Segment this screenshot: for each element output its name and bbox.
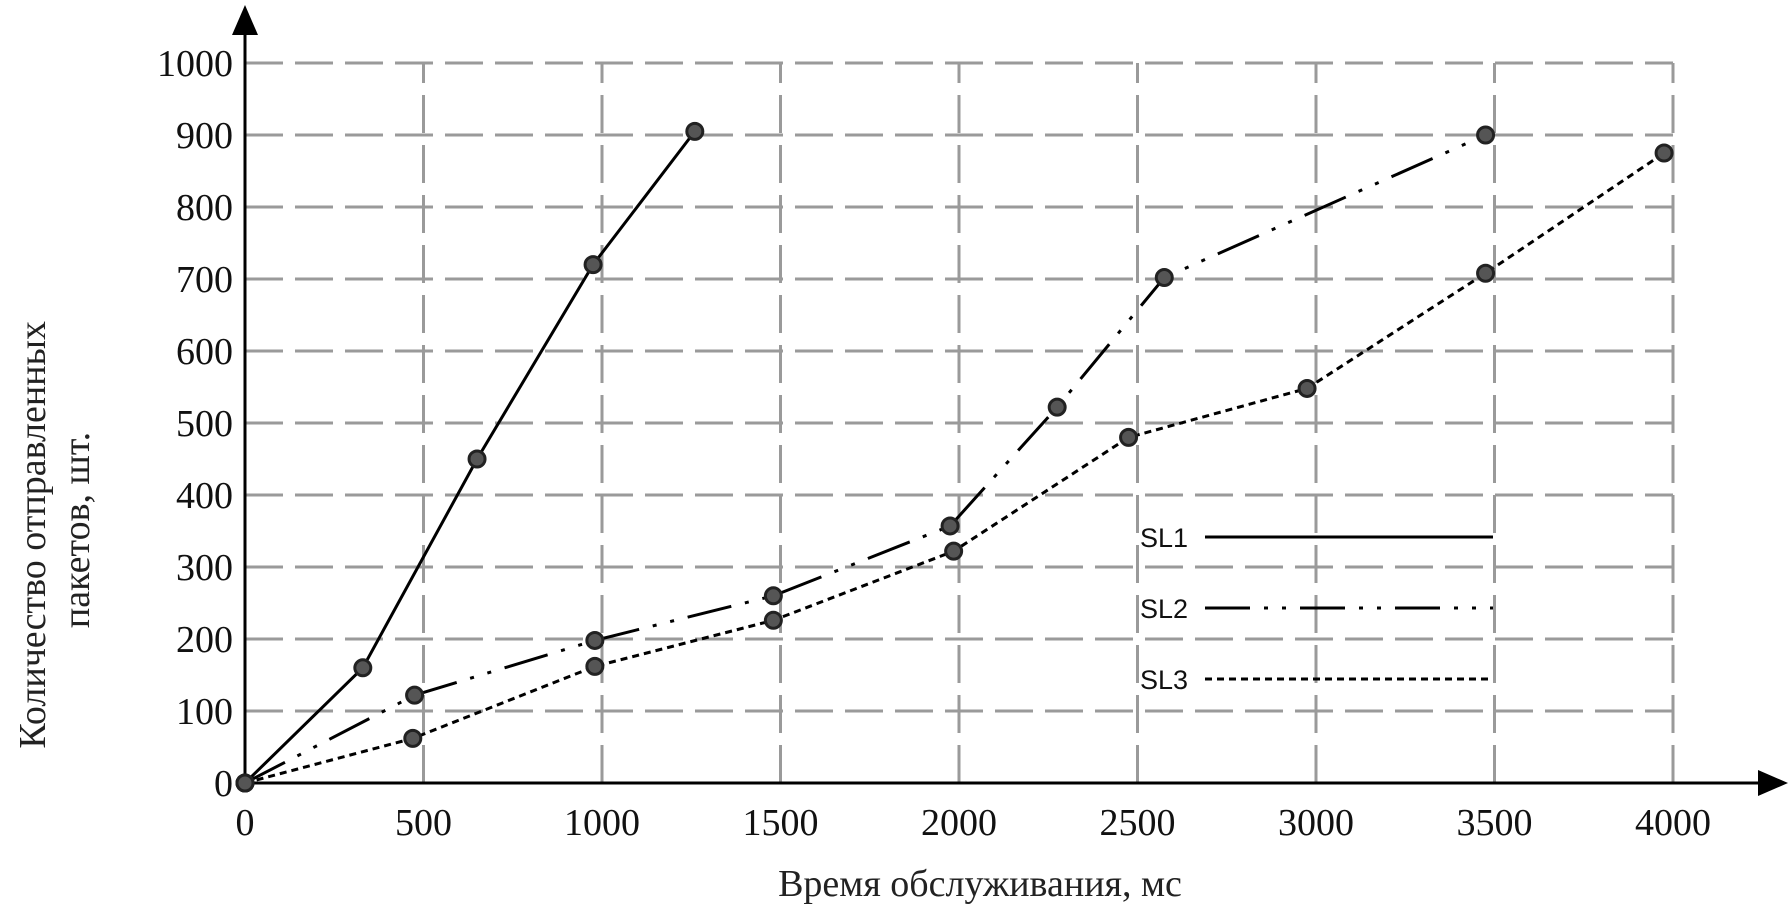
- series-line: [244, 151, 1665, 785]
- data-point-marker: [405, 685, 425, 705]
- data-point-marker: [583, 255, 603, 275]
- x-axis-title: Время обслуживания, мс: [778, 863, 1182, 905]
- y-tick-label: 500: [176, 403, 233, 445]
- x-tick-label: 0: [236, 802, 255, 844]
- series-sl3: [235, 143, 1674, 793]
- data-point-marker: [403, 728, 423, 748]
- y-tick-label: 700: [176, 259, 233, 301]
- data-point-marker: [1476, 263, 1496, 283]
- y-tick-label: 200: [176, 619, 233, 661]
- y-tick-label: 0: [214, 763, 233, 805]
- series-line: [244, 133, 1487, 785]
- data-point-marker: [1476, 125, 1496, 145]
- legend-label: SL2: [1140, 594, 1188, 624]
- x-tick-label: 4000: [1635, 802, 1711, 844]
- data-point-marker: [585, 656, 605, 676]
- y-tick-label: 800: [176, 187, 233, 229]
- data-point-marker: [940, 516, 960, 536]
- legend-label: SL3: [1140, 665, 1188, 695]
- x-tick-label: 500: [395, 802, 452, 844]
- grid-layer: [245, 61, 1675, 783]
- x-tick-label: 1500: [743, 802, 819, 844]
- series-sl1: [235, 121, 705, 793]
- x-axis-arrow: [1758, 770, 1788, 796]
- data-point-marker: [763, 610, 783, 630]
- data-point-marker: [1047, 397, 1067, 417]
- series-sl2: [235, 125, 1496, 793]
- series-layer: [235, 121, 1674, 793]
- data-point-marker: [685, 121, 705, 141]
- y-axis-title-line-1: Количество отправленных: [12, 321, 54, 749]
- y-axis-title: Количество отправленных пакетов, шт.: [12, 311, 98, 748]
- data-point-marker: [1154, 268, 1174, 288]
- legend: SL1 SL2 SL3: [1140, 523, 1493, 695]
- y-tick-label: 600: [176, 331, 233, 373]
- legend-label: SL1: [1140, 523, 1188, 553]
- y-tick-label: 100: [176, 691, 233, 733]
- ticks-layer: 0 100 200 300 400 500 600 700 800 900 1000 0 500 1000…: [157, 43, 1711, 844]
- x-tick-label: 3500: [1457, 802, 1533, 844]
- y-tick-label: 400: [176, 475, 233, 517]
- data-point-marker: [353, 658, 373, 678]
- x-tick-label: 2500: [1100, 802, 1176, 844]
- data-point-marker: [763, 586, 783, 606]
- x-tick-label: 2000: [921, 802, 997, 844]
- data-point-marker: [467, 449, 487, 469]
- data-point-marker: [235, 773, 255, 793]
- y-axis-title-line-2: пакетов, шт.: [56, 432, 98, 628]
- data-point-marker: [585, 630, 605, 650]
- x-tick-label: 1000: [564, 802, 640, 844]
- data-point-marker: [1297, 378, 1317, 398]
- data-point-marker: [1654, 143, 1674, 163]
- axes-layer: [232, 5, 1788, 796]
- y-tick-label: 900: [176, 115, 233, 157]
- x-tick-label: 3000: [1278, 802, 1354, 844]
- y-tick-label: 300: [176, 547, 233, 589]
- y-tick-label: 1000: [157, 43, 233, 85]
- y-axis-arrow: [232, 5, 258, 35]
- data-point-marker: [1119, 427, 1139, 447]
- data-point-marker: [944, 541, 964, 561]
